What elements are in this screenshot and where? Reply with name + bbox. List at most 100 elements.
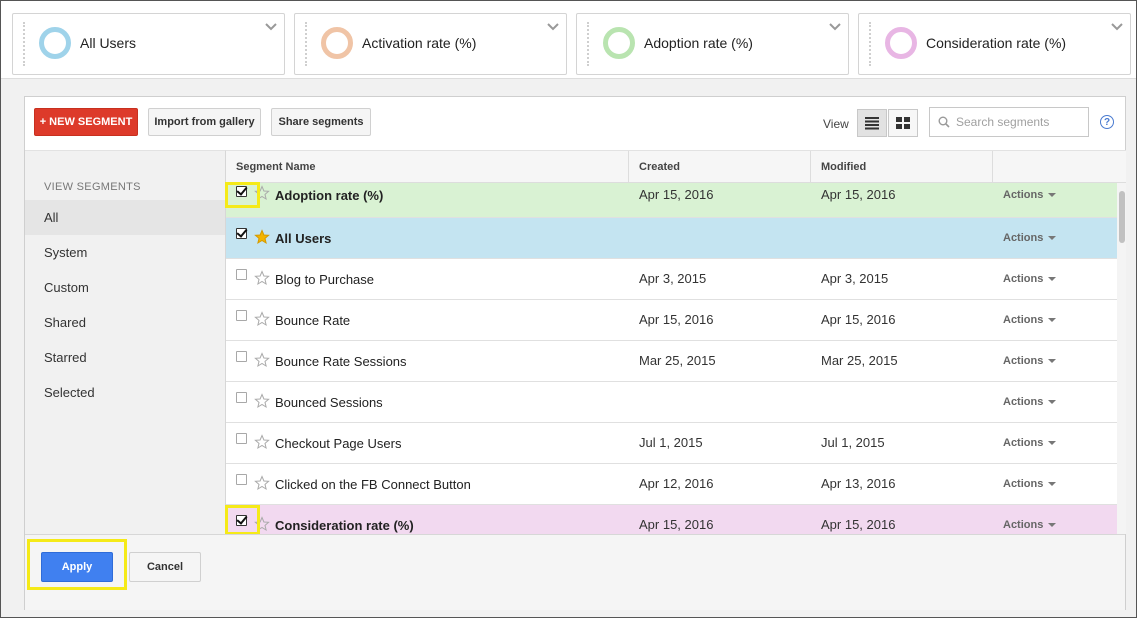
drag-handle[interactable] [23, 22, 25, 66]
drag-handle[interactable] [869, 22, 871, 66]
table-body: Adoption rate (%) Apr 15, 2016 Apr 15, 2… [226, 183, 1117, 534]
segment-card-all-users[interactable]: All Users [12, 13, 285, 75]
table-row[interactable]: Bounced Sessions Actions [226, 382, 1117, 423]
column-header-modified[interactable]: Modified [811, 151, 993, 183]
table-row[interactable]: Bounce Rate Sessions Mar 25, 2015 Mar 25… [226, 341, 1117, 382]
segment-card-adoption-rate[interactable]: Adoption rate (%) [576, 13, 849, 75]
star-icon[interactable] [254, 393, 270, 409]
segment-color-ring [885, 27, 917, 59]
row-checkbox[interactable] [236, 310, 247, 321]
search-input[interactable] [956, 115, 1076, 129]
column-header-created[interactable]: Created [629, 151, 811, 183]
table-row[interactable]: Checkout Page Users Jul 1, 2015 Jul 1, 2… [226, 423, 1117, 464]
sidebar-item-starred[interactable]: Starred [44, 350, 87, 365]
segment-name[interactable]: Adoption rate (%) [275, 188, 384, 203]
segment-name[interactable]: Clicked on the FB Connect Button [275, 477, 471, 492]
column-header-segment-name[interactable]: Segment Name [226, 151, 629, 183]
sidebar-item-system[interactable]: System [44, 245, 88, 260]
actions-dropdown[interactable]: Actions [1003, 232, 1057, 244]
chevron-down-icon[interactable] [1110, 20, 1124, 34]
created-date: Apr 3, 2015 [639, 271, 707, 286]
actions-dropdown[interactable]: Actions [1003, 273, 1057, 285]
actions-label: Actions [1003, 396, 1044, 408]
segment-card-label: Activation rate (%) [362, 35, 477, 51]
row-checkbox[interactable] [236, 433, 247, 444]
actions-dropdown[interactable]: Actions [1003, 396, 1057, 408]
segment-name[interactable]: Bounced Sessions [275, 395, 383, 410]
sidebar-item-all[interactable]: All [25, 200, 225, 235]
cancel-button[interactable]: Cancel [129, 552, 201, 582]
actions-label: Actions [1003, 478, 1044, 490]
row-checkbox[interactable] [236, 228, 247, 239]
chevron-down-icon[interactable] [828, 20, 842, 34]
star-icon[interactable] [254, 434, 270, 450]
search-icon [938, 116, 950, 128]
table-row[interactable]: All Users Actions [226, 218, 1117, 259]
row-checkbox[interactable] [236, 186, 247, 197]
caret-down-icon [1048, 400, 1057, 404]
segment-name[interactable]: Bounce Rate [275, 313, 351, 328]
sidebar-item-custom[interactable]: Custom [44, 280, 89, 295]
row-checkbox[interactable] [236, 351, 247, 362]
grid-view-button[interactable] [888, 109, 918, 137]
import-from-gallery-button[interactable]: Import from gallery [148, 108, 261, 136]
apply-button[interactable]: Apply [41, 552, 113, 582]
created-date: Mar 25, 2015 [639, 353, 716, 368]
drag-handle[interactable] [587, 22, 589, 66]
segments-table: Segment Name Created Modified Adoption r… [225, 150, 1126, 534]
share-segments-button[interactable]: Share segments [271, 108, 371, 136]
drag-handle[interactable] [305, 22, 307, 66]
segment-name[interactable]: Checkout Page Users [275, 436, 402, 451]
actions-dropdown[interactable]: Actions [1003, 314, 1057, 326]
highlight-box-apply [27, 539, 127, 590]
modified-date: Jul 1, 2015 [821, 435, 885, 450]
table-scrollbar[interactable] [1117, 183, 1126, 534]
help-icon[interactable]: ? [1100, 115, 1114, 129]
chevron-down-icon[interactable] [546, 20, 560, 34]
star-icon[interactable] [254, 311, 270, 327]
segment-name[interactable]: Consideration rate (%) [275, 518, 414, 533]
segment-card-label: Adoption rate (%) [644, 35, 753, 51]
table-row[interactable]: Clicked on the FB Connect Button Apr 12,… [226, 464, 1117, 505]
search-segments-field[interactable] [929, 107, 1089, 137]
star-icon[interactable] [254, 475, 270, 491]
sidebar-item-selected[interactable]: Selected [44, 385, 95, 400]
row-checkbox[interactable] [236, 269, 247, 280]
caret-down-icon [1048, 482, 1057, 486]
actions-label: Actions [1003, 232, 1044, 244]
star-icon[interactable] [254, 229, 270, 245]
actions-dropdown[interactable]: Actions [1003, 519, 1057, 531]
segment-card-label: Consideration rate (%) [926, 35, 1067, 51]
segment-card-consideration-rate[interactable]: Consideration rate (%) [858, 13, 1131, 75]
table-row[interactable]: Adoption rate (%) Apr 15, 2016 Apr 15, 2… [226, 183, 1117, 218]
sidebar-item-shared[interactable]: Shared [44, 315, 86, 330]
segment-name[interactable]: Bounce Rate Sessions [275, 354, 407, 369]
chevron-down-icon[interactable] [264, 20, 278, 34]
star-icon[interactable] [254, 270, 270, 286]
star-icon[interactable] [254, 516, 270, 532]
modified-date: Mar 25, 2015 [821, 353, 898, 368]
grid-view-icon [896, 117, 910, 129]
row-checkbox[interactable] [236, 392, 247, 403]
segment-card-activation-rate[interactable]: Activation rate (%) [294, 13, 567, 75]
row-checkbox[interactable] [236, 474, 247, 485]
actions-dropdown[interactable]: Actions [1003, 437, 1057, 449]
table-row[interactable]: Bounce Rate Apr 15, 2016 Apr 15, 2016 Ac… [226, 300, 1117, 341]
actions-label: Actions [1003, 314, 1044, 326]
segment-color-ring [603, 27, 635, 59]
actions-dropdown[interactable]: Actions [1003, 189, 1057, 201]
actions-dropdown[interactable]: Actions [1003, 355, 1057, 367]
panel-footer: Apply Cancel [25, 534, 1125, 610]
segment-name[interactable]: Blog to Purchase [275, 272, 375, 287]
actions-dropdown[interactable]: Actions [1003, 478, 1057, 490]
star-icon[interactable] [254, 352, 270, 368]
row-checkbox[interactable] [236, 515, 247, 526]
actions-label: Actions [1003, 355, 1044, 367]
segment-name[interactable]: All Users [275, 231, 332, 246]
list-view-button[interactable] [857, 109, 887, 137]
table-row[interactable]: Blog to Purchase Apr 3, 2015 Apr 3, 2015… [226, 259, 1117, 300]
scrollbar-thumb[interactable] [1119, 191, 1125, 243]
new-segment-button[interactable]: + NEW SEGMENT [34, 108, 138, 136]
table-row[interactable]: Consideration rate (%) Apr 15, 2016 Apr … [226, 505, 1117, 534]
star-icon[interactable] [254, 185, 270, 201]
